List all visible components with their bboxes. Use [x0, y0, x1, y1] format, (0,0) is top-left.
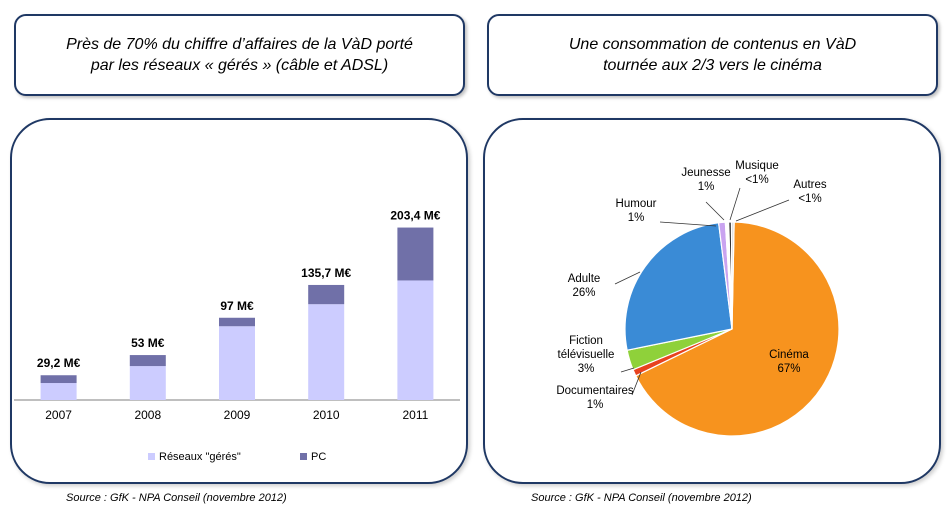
right-title-box: Une consommation de contenus en VàD tour… [487, 14, 938, 96]
left-title-box: Près de 70% du chiffre d’affaires de la … [14, 14, 465, 96]
left-chart-panel [10, 118, 468, 484]
right-chart-title: Une consommation de contenus en VàD tour… [568, 36, 857, 74]
right-source: Source : GfK - NPA Conseil (novembre 201… [531, 492, 752, 504]
right-chart-panel [483, 118, 941, 484]
left-chart-title: Près de 70% du chiffre d’affaires de la … [66, 36, 413, 74]
left-source: Source : GfK - NPA Conseil (novembre 201… [66, 492, 287, 504]
